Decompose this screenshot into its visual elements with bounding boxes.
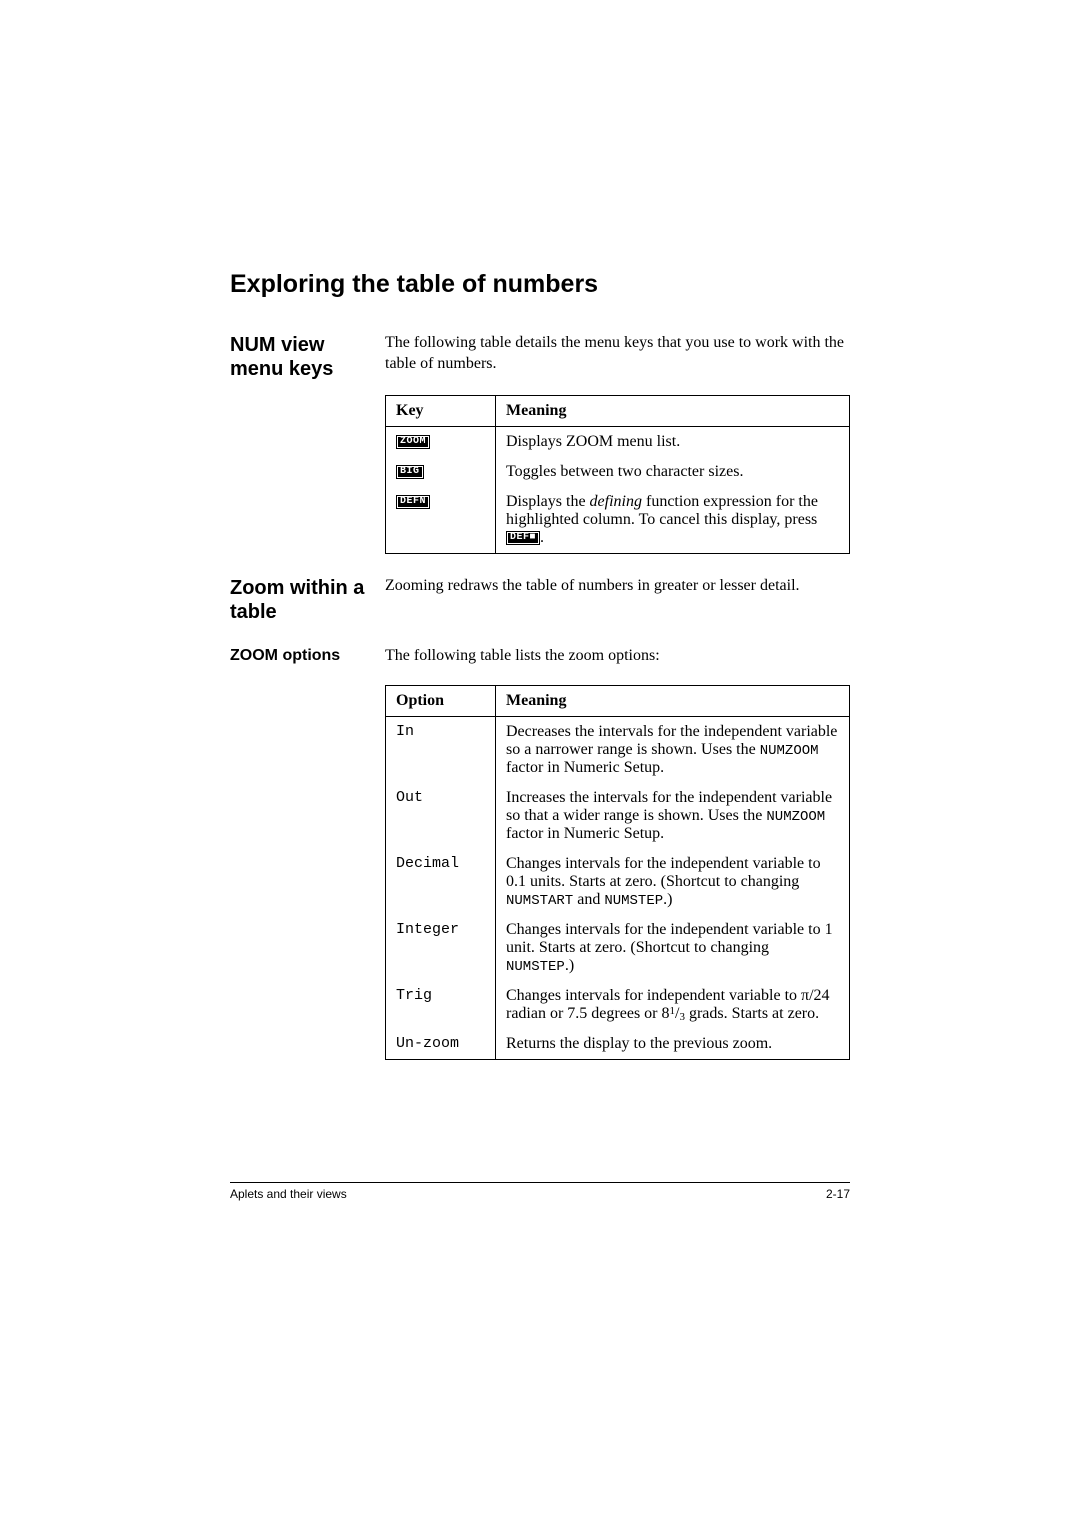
th-option: Option bbox=[386, 685, 496, 716]
heading-numview: NUM view menu keys bbox=[230, 333, 385, 381]
cell-meaning: Changes intervals for independent variab… bbox=[496, 981, 850, 1029]
softkey-def-icon: DEF■ bbox=[506, 531, 540, 545]
table-row: ZOOM Displays ZOOM menu list. bbox=[386, 427, 850, 458]
footer-left: Aplets and their views bbox=[230, 1187, 347, 1201]
softkey-zoom-icon: ZOOM bbox=[396, 435, 430, 449]
softkey-big-icon: BIG bbox=[396, 465, 424, 479]
cell-meaning: Returns the display to the previous zoom… bbox=[496, 1029, 850, 1060]
cell-meaning: Displays the defining function expressio… bbox=[496, 487, 850, 554]
table-row: Trig Changes intervals for independent v… bbox=[386, 981, 850, 1029]
table-row: Integer Changes intervals for the indepe… bbox=[386, 915, 850, 981]
cell-option: Trig bbox=[386, 981, 496, 1029]
cell-option: Decimal bbox=[386, 849, 496, 915]
table-row: Out Increases the intervals for the inde… bbox=[386, 783, 850, 849]
table-menukeys: Key Meaning ZOOM Displays ZOOM menu list… bbox=[385, 395, 850, 554]
cell-meaning: Toggles between two character sizes. bbox=[496, 457, 850, 487]
softkey-defn-icon: DEFN bbox=[396, 495, 430, 509]
cell-meaning: Increases the intervals for the independ… bbox=[496, 783, 850, 849]
section-zoomwithin: Zoom within a table Zooming redraws the … bbox=[230, 576, 850, 624]
cell-meaning: Displays ZOOM menu list. bbox=[496, 427, 850, 458]
intro-zoomwithin: Zooming redraws the table of numbers in … bbox=[385, 576, 850, 597]
section-numview: NUM view menu keys The following table d… bbox=[230, 333, 850, 381]
table-row: Un-zoom Returns the display to the previ… bbox=[386, 1029, 850, 1060]
cell-option: Integer bbox=[386, 915, 496, 981]
heading-zoomwithin: Zoom within a table bbox=[230, 576, 385, 624]
table-zoomoptions: Option Meaning In Decreases the interval… bbox=[385, 685, 850, 1060]
cell-option: In bbox=[386, 716, 496, 783]
th-key: Key bbox=[386, 396, 496, 427]
page-footer: Aplets and their views 2-17 bbox=[230, 1182, 850, 1201]
cell-option: Un-zoom bbox=[386, 1029, 496, 1060]
footer-right: 2-17 bbox=[826, 1187, 850, 1201]
table-row: DEFN Displays the defining function expr… bbox=[386, 487, 850, 554]
cell-meaning: Decreases the intervals for the independ… bbox=[496, 716, 850, 783]
intro-zoomoptions: The following table lists the zoom optio… bbox=[385, 646, 850, 667]
page-title: Exploring the table of numbers bbox=[230, 270, 850, 299]
th-meaning: Meaning bbox=[496, 685, 850, 716]
cell-meaning: Changes intervals for the independent va… bbox=[496, 849, 850, 915]
cell-meaning: Changes intervals for the independent va… bbox=[496, 915, 850, 981]
th-meaning: Meaning bbox=[496, 396, 850, 427]
heading-zoomoptions: ZOOM options bbox=[230, 646, 385, 665]
table-row: BIG Toggles between two character sizes. bbox=[386, 457, 850, 487]
table-row: In Decreases the intervals for the indep… bbox=[386, 716, 850, 783]
section-zoomoptions: ZOOM options The following table lists t… bbox=[230, 646, 850, 671]
cell-option: Out bbox=[386, 783, 496, 849]
intro-numview: The following table details the menu key… bbox=[385, 333, 850, 375]
table-row: Decimal Changes intervals for the indepe… bbox=[386, 849, 850, 915]
